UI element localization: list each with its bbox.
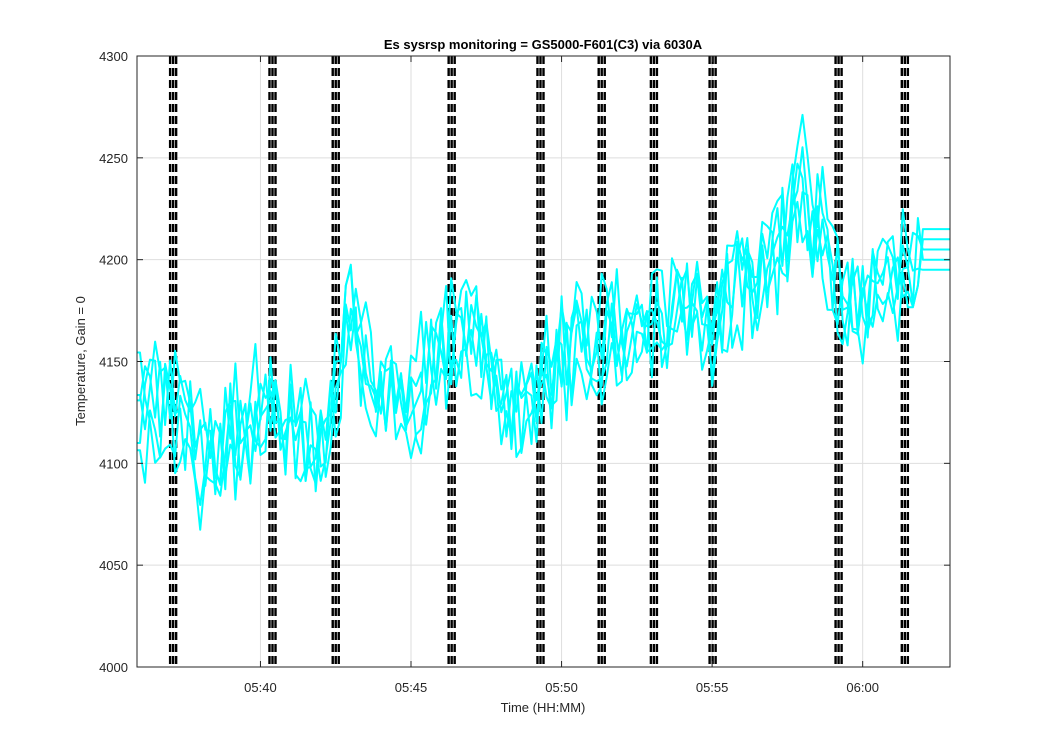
- x-tick-label: 05:45: [395, 680, 428, 695]
- x-axis-label: Time (HH:MM): [501, 700, 586, 715]
- y-tick-label: 4050: [99, 558, 128, 573]
- y-tick-label: 4150: [99, 355, 128, 370]
- x-tick-label: 06:00: [846, 680, 879, 695]
- series-line-5: [137, 163, 950, 531]
- data-series: [137, 113, 950, 531]
- y-tick-label: 4250: [99, 151, 128, 166]
- x-tick-label: 05:55: [696, 680, 729, 695]
- series-line-4: [137, 113, 950, 491]
- x-axis-ticks: 05:40 05:45 05:50 05:55 06:00: [244, 56, 879, 695]
- x-tick-label: 05:50: [545, 680, 578, 695]
- y-tick-label: 4300: [99, 49, 128, 64]
- y-tick-label: 4100: [99, 456, 128, 471]
- chart-title: Es sysrsp monitoring = GS5000-F601(C3) v…: [384, 37, 703, 52]
- series-line-2: [137, 146, 950, 506]
- y-tick-label: 4000: [99, 660, 128, 675]
- x-tick-label: 05:40: [244, 680, 277, 695]
- y-axis-ticks: 4000 4050 4100 4150 4200 4250 4300: [99, 49, 950, 675]
- y-tick-label: 4200: [99, 253, 128, 268]
- y-axis-label: Temperature, Gain = 0: [73, 296, 88, 426]
